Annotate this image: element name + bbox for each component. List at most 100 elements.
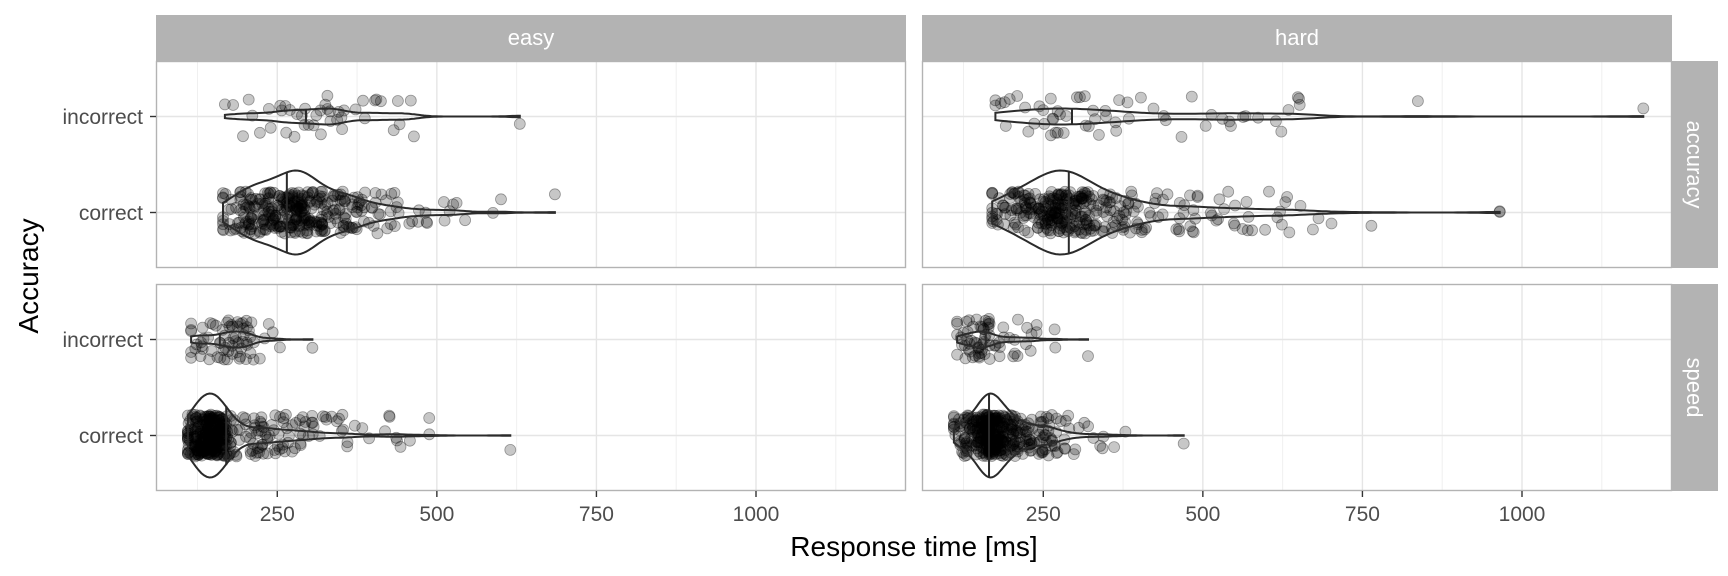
- data-point: [256, 438, 269, 451]
- data-point: [1199, 120, 1212, 132]
- data-point: [200, 427, 213, 440]
- data-point: [967, 320, 979, 333]
- data-point: [1034, 208, 1046, 221]
- data-point: [981, 417, 994, 430]
- data-point: [1040, 202, 1052, 215]
- data-point: [320, 413, 333, 426]
- data-point: [1015, 195, 1028, 208]
- data-point: [269, 447, 282, 460]
- data-point: [1017, 212, 1030, 224]
- data-point: [1010, 202, 1023, 215]
- panel-border-hard-accuracy: [921, 60, 1673, 269]
- data-point: [459, 214, 472, 227]
- data-point: [973, 351, 986, 364]
- data-point: [973, 431, 985, 444]
- data-point: [970, 439, 983, 452]
- data-point: [307, 186, 320, 199]
- data-point: [1107, 215, 1120, 228]
- data-point: [191, 415, 204, 428]
- data-point: [201, 447, 214, 460]
- data-point: [1008, 216, 1021, 229]
- data-point: [267, 213, 280, 226]
- jitter-points-hard-speed-correct: [948, 408, 1190, 462]
- data-point: [243, 202, 256, 214]
- data-point: [993, 420, 1006, 433]
- data-point: [218, 449, 231, 462]
- data-point: [1135, 91, 1147, 104]
- data-point: [1004, 440, 1016, 453]
- data-point: [213, 411, 226, 424]
- data-point: [258, 218, 271, 231]
- data-point: [212, 434, 225, 447]
- data-point: [1075, 226, 1087, 239]
- data-point: [972, 436, 985, 449]
- data-point: [316, 217, 329, 230]
- data-point: [959, 432, 971, 445]
- data-point: [975, 421, 988, 434]
- data-point: [205, 424, 218, 437]
- data-point: [971, 429, 984, 442]
- panel-border-hard-speed: [921, 283, 1673, 492]
- data-point: [188, 440, 201, 453]
- data-point: [246, 444, 259, 457]
- data-point: [1060, 110, 1072, 122]
- data-point: [245, 192, 258, 204]
- data-point: [295, 200, 308, 213]
- data-point: [267, 212, 280, 225]
- data-point: [191, 444, 204, 457]
- y-axis-title: Accuracy: [13, 218, 44, 333]
- data-point: [987, 442, 1000, 455]
- data-point: [1279, 196, 1292, 209]
- data-point: [1045, 206, 1058, 219]
- data-point: [211, 449, 224, 462]
- data-point: [312, 193, 325, 206]
- data-point: [185, 351, 198, 364]
- data-point: [1011, 350, 1024, 362]
- data-point: [205, 412, 218, 425]
- data-point: [195, 435, 208, 448]
- data-point: [310, 216, 323, 229]
- data-point: [255, 417, 268, 430]
- data-point: [1090, 204, 1103, 217]
- data-point: [208, 445, 221, 458]
- data-point: [989, 412, 1002, 425]
- data-point: [285, 226, 297, 239]
- data-point: [1093, 128, 1105, 141]
- data-point: [1042, 412, 1055, 425]
- data-point: [1018, 193, 1031, 206]
- data-point: [970, 414, 983, 426]
- data-point: [205, 434, 218, 447]
- data-point: [1186, 225, 1199, 238]
- data-point: [216, 449, 228, 461]
- data-point: [995, 420, 1008, 433]
- data-point: [972, 436, 985, 448]
- data-point: [1022, 193, 1034, 206]
- data-point: [999, 444, 1012, 456]
- x-tick-label-hard-500: 500: [1185, 503, 1220, 526]
- data-point: [974, 432, 987, 444]
- data-point: [404, 94, 417, 107]
- data-point: [198, 441, 211, 453]
- data-point: [205, 435, 218, 448]
- data-point: [1040, 222, 1053, 234]
- data-point: [1000, 415, 1013, 428]
- data-point: [199, 411, 212, 424]
- data-point: [1111, 212, 1124, 225]
- data-point: [296, 193, 308, 205]
- data-point: [207, 443, 220, 456]
- data-point: [1050, 412, 1063, 425]
- data-point: [198, 444, 211, 457]
- data-point: [1006, 439, 1019, 452]
- violin-hard-speed-incorrect: [956, 330, 1089, 349]
- data-point: [278, 445, 291, 458]
- data-point: [965, 431, 978, 444]
- data-point: [990, 415, 1003, 428]
- data-point: [246, 193, 259, 206]
- data-point: [299, 204, 312, 216]
- data-point: [212, 410, 225, 423]
- data-point: [1270, 115, 1282, 128]
- data-point: [966, 439, 978, 452]
- data-point: [230, 201, 243, 214]
- data-point: [1053, 212, 1065, 225]
- data-point: [346, 201, 359, 214]
